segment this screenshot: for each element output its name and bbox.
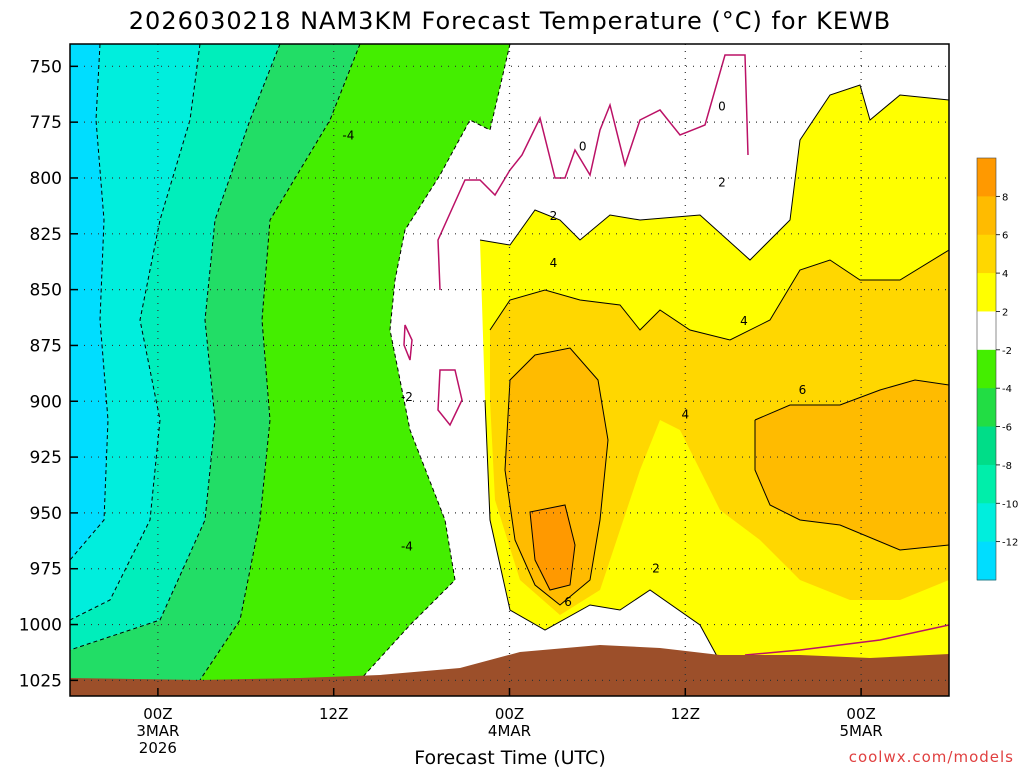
x-tick-label: 00Z bbox=[846, 705, 875, 723]
chart-title: 2026030218 NAM3KM Forecast Temperature (… bbox=[129, 7, 891, 35]
contour-plus8 bbox=[529, 504, 576, 591]
field-band-minus6 bbox=[70, 44, 360, 680]
colorbar-label: -10 bbox=[1002, 499, 1018, 510]
colorbar-label: -4 bbox=[1002, 384, 1012, 395]
y-tick-label: 750 bbox=[30, 57, 62, 77]
contour-label: -4 bbox=[401, 539, 413, 553]
contour-plus6-right bbox=[754, 379, 949, 551]
contour-plus2 bbox=[479, 84, 949, 261]
contour-label: 4 bbox=[740, 314, 748, 328]
contour-zero-island bbox=[403, 324, 463, 427]
contour-labels: -4 0 0 2 2 4 4 6 4 -2 -4 6 2 bbox=[342, 100, 806, 610]
contour-minus8 bbox=[70, 44, 201, 621]
colorbar-segment bbox=[977, 464, 996, 504]
contour-minus2 bbox=[359, 44, 511, 681]
x-tick-label: 2026 bbox=[139, 739, 177, 757]
colorbar-label: -2 bbox=[1002, 346, 1012, 357]
colorbar-label: -12 bbox=[1002, 538, 1018, 549]
field-band-minus10 bbox=[70, 44, 200, 620]
colorbar-segment bbox=[977, 503, 996, 543]
contour-label: 4 bbox=[681, 408, 689, 422]
y-tick-label: 1000 bbox=[19, 616, 62, 636]
y-tick-label: 850 bbox=[30, 281, 62, 301]
contour-label: 6 bbox=[799, 383, 807, 397]
x-tick-label: 00Z bbox=[143, 705, 172, 723]
field-band-minus12 bbox=[70, 44, 108, 560]
y-tick-label: 925 bbox=[30, 448, 62, 468]
y-tick-label: 775 bbox=[30, 113, 62, 133]
contour-label: -4 bbox=[342, 129, 354, 143]
contour-label: 2 bbox=[652, 562, 660, 576]
colorbar-label: 6 bbox=[1002, 231, 1008, 242]
contour-minus10 bbox=[70, 44, 109, 561]
x-axis-label: Forecast Time (UTC) bbox=[414, 747, 605, 768]
contour-zero-right bbox=[744, 624, 949, 656]
temperature-field bbox=[70, 44, 949, 696]
x-tick-label: 00Z bbox=[495, 705, 524, 723]
colorbar-segment bbox=[977, 426, 996, 466]
contour-minus4 bbox=[199, 44, 361, 681]
colorbar-segment bbox=[977, 158, 996, 197]
y-axis: 750 775 800 825 850 875 900 925 950 975 1000 1025 bbox=[19, 57, 78, 691]
colorbar-label: -8 bbox=[1002, 461, 1012, 472]
y-tick-label: 875 bbox=[30, 336, 62, 356]
y-tick-label: 975 bbox=[30, 560, 62, 580]
colorbar: 8 6 4 2 -2 -4 -6 -8 -10 -12 bbox=[976, 157, 1018, 581]
colorbar-segment bbox=[977, 388, 996, 428]
colorbar-frame bbox=[976, 157, 997, 581]
y-tick-label: 950 bbox=[30, 504, 62, 524]
y-tick-label: 800 bbox=[30, 169, 62, 189]
x-tick-label: 3MAR bbox=[136, 722, 179, 740]
contour-label: 0 bbox=[718, 100, 726, 114]
contour-plus4 bbox=[489, 249, 949, 341]
y-tick-label: 825 bbox=[30, 225, 62, 245]
credit-text: coolwx.com/models bbox=[849, 748, 1014, 766]
terrain bbox=[70, 645, 949, 696]
contour-label: -2 bbox=[401, 390, 413, 404]
colorbar-label: 8 bbox=[1002, 192, 1008, 203]
field-band-plus8 bbox=[530, 505, 575, 590]
colorbar-label: -6 bbox=[1002, 423, 1012, 434]
colorbar-segment bbox=[977, 196, 996, 236]
contour-label: 2 bbox=[718, 175, 726, 189]
x-tick-label: 12Z bbox=[319, 705, 348, 723]
contour-label: 6 bbox=[564, 595, 572, 609]
colorbar-segment bbox=[977, 234, 996, 274]
plot-frame bbox=[69, 43, 950, 697]
y-tick-label: 1025 bbox=[19, 671, 62, 691]
contour-plus6-left bbox=[504, 347, 609, 606]
y-tick-label: 900 bbox=[30, 392, 62, 412]
colorbar-segment bbox=[977, 311, 996, 351]
contour-minus6 bbox=[70, 44, 281, 651]
colorbar-label: 4 bbox=[1002, 269, 1008, 280]
contour-label: 4 bbox=[550, 256, 558, 270]
x-tick-label: 12Z bbox=[671, 705, 700, 723]
contour-plus2-bottom bbox=[484, 399, 731, 681]
field-band-plus6 bbox=[505, 348, 949, 605]
x-tick-label: 5MAR bbox=[840, 722, 883, 740]
contour-label: 2 bbox=[550, 209, 558, 223]
field-band-minus4 bbox=[200, 44, 510, 680]
field-band-minus8 bbox=[70, 44, 280, 650]
colorbar-segment bbox=[977, 349, 996, 389]
colorbar-segment bbox=[977, 273, 996, 312]
colorbar-segment bbox=[977, 541, 996, 581]
colorbar-label: 2 bbox=[1002, 307, 1008, 318]
contour-label: 0 bbox=[579, 140, 587, 154]
contour-zero-left bbox=[437, 54, 749, 291]
x-tick-label: 4MAR bbox=[488, 722, 531, 740]
